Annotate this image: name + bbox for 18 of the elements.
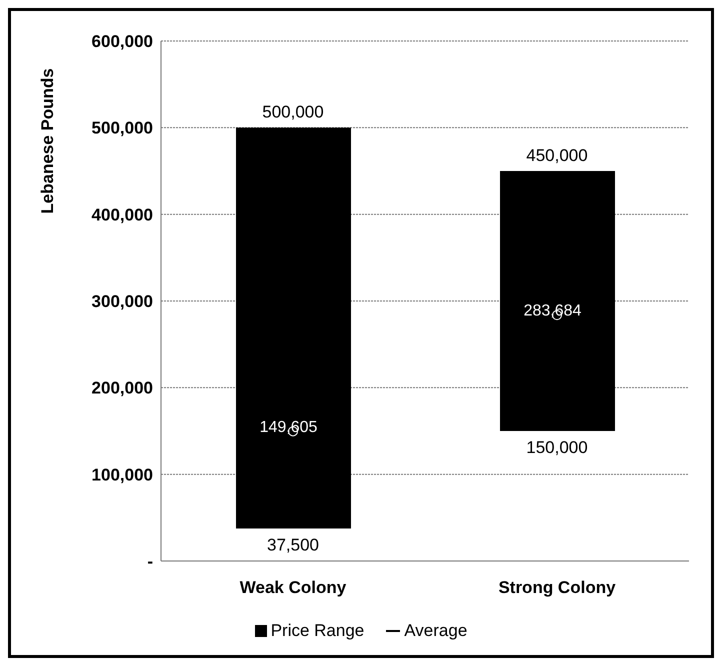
y-tick-label: 400,000	[92, 205, 153, 224]
annotation: 37,500	[267, 536, 319, 554]
y-axis-title: Lebanese Pounds	[38, 68, 58, 214]
y-tick-label: 300,000	[92, 292, 153, 312]
y-tick-label: 200,000	[92, 378, 153, 398]
y-tick-label: 600,000	[92, 32, 153, 52]
data-label: 149,605	[260, 418, 318, 436]
annotation: 450,000	[526, 146, 588, 165]
x-tick-label: Weak Colony	[240, 578, 347, 598]
y-tick-label: -	[147, 552, 153, 572]
data-label: 283,684	[524, 302, 582, 320]
y-tick-label: 100,000	[92, 465, 153, 484]
legend-label: Price Range	[270, 621, 364, 641]
legend-label: Average	[403, 621, 468, 641]
annotation: 500,000	[262, 102, 324, 122]
x-tick-label: Strong Colony	[498, 578, 616, 598]
y-tick-label: 500,000	[92, 118, 153, 138]
annotation: 150,000	[526, 438, 588, 457]
